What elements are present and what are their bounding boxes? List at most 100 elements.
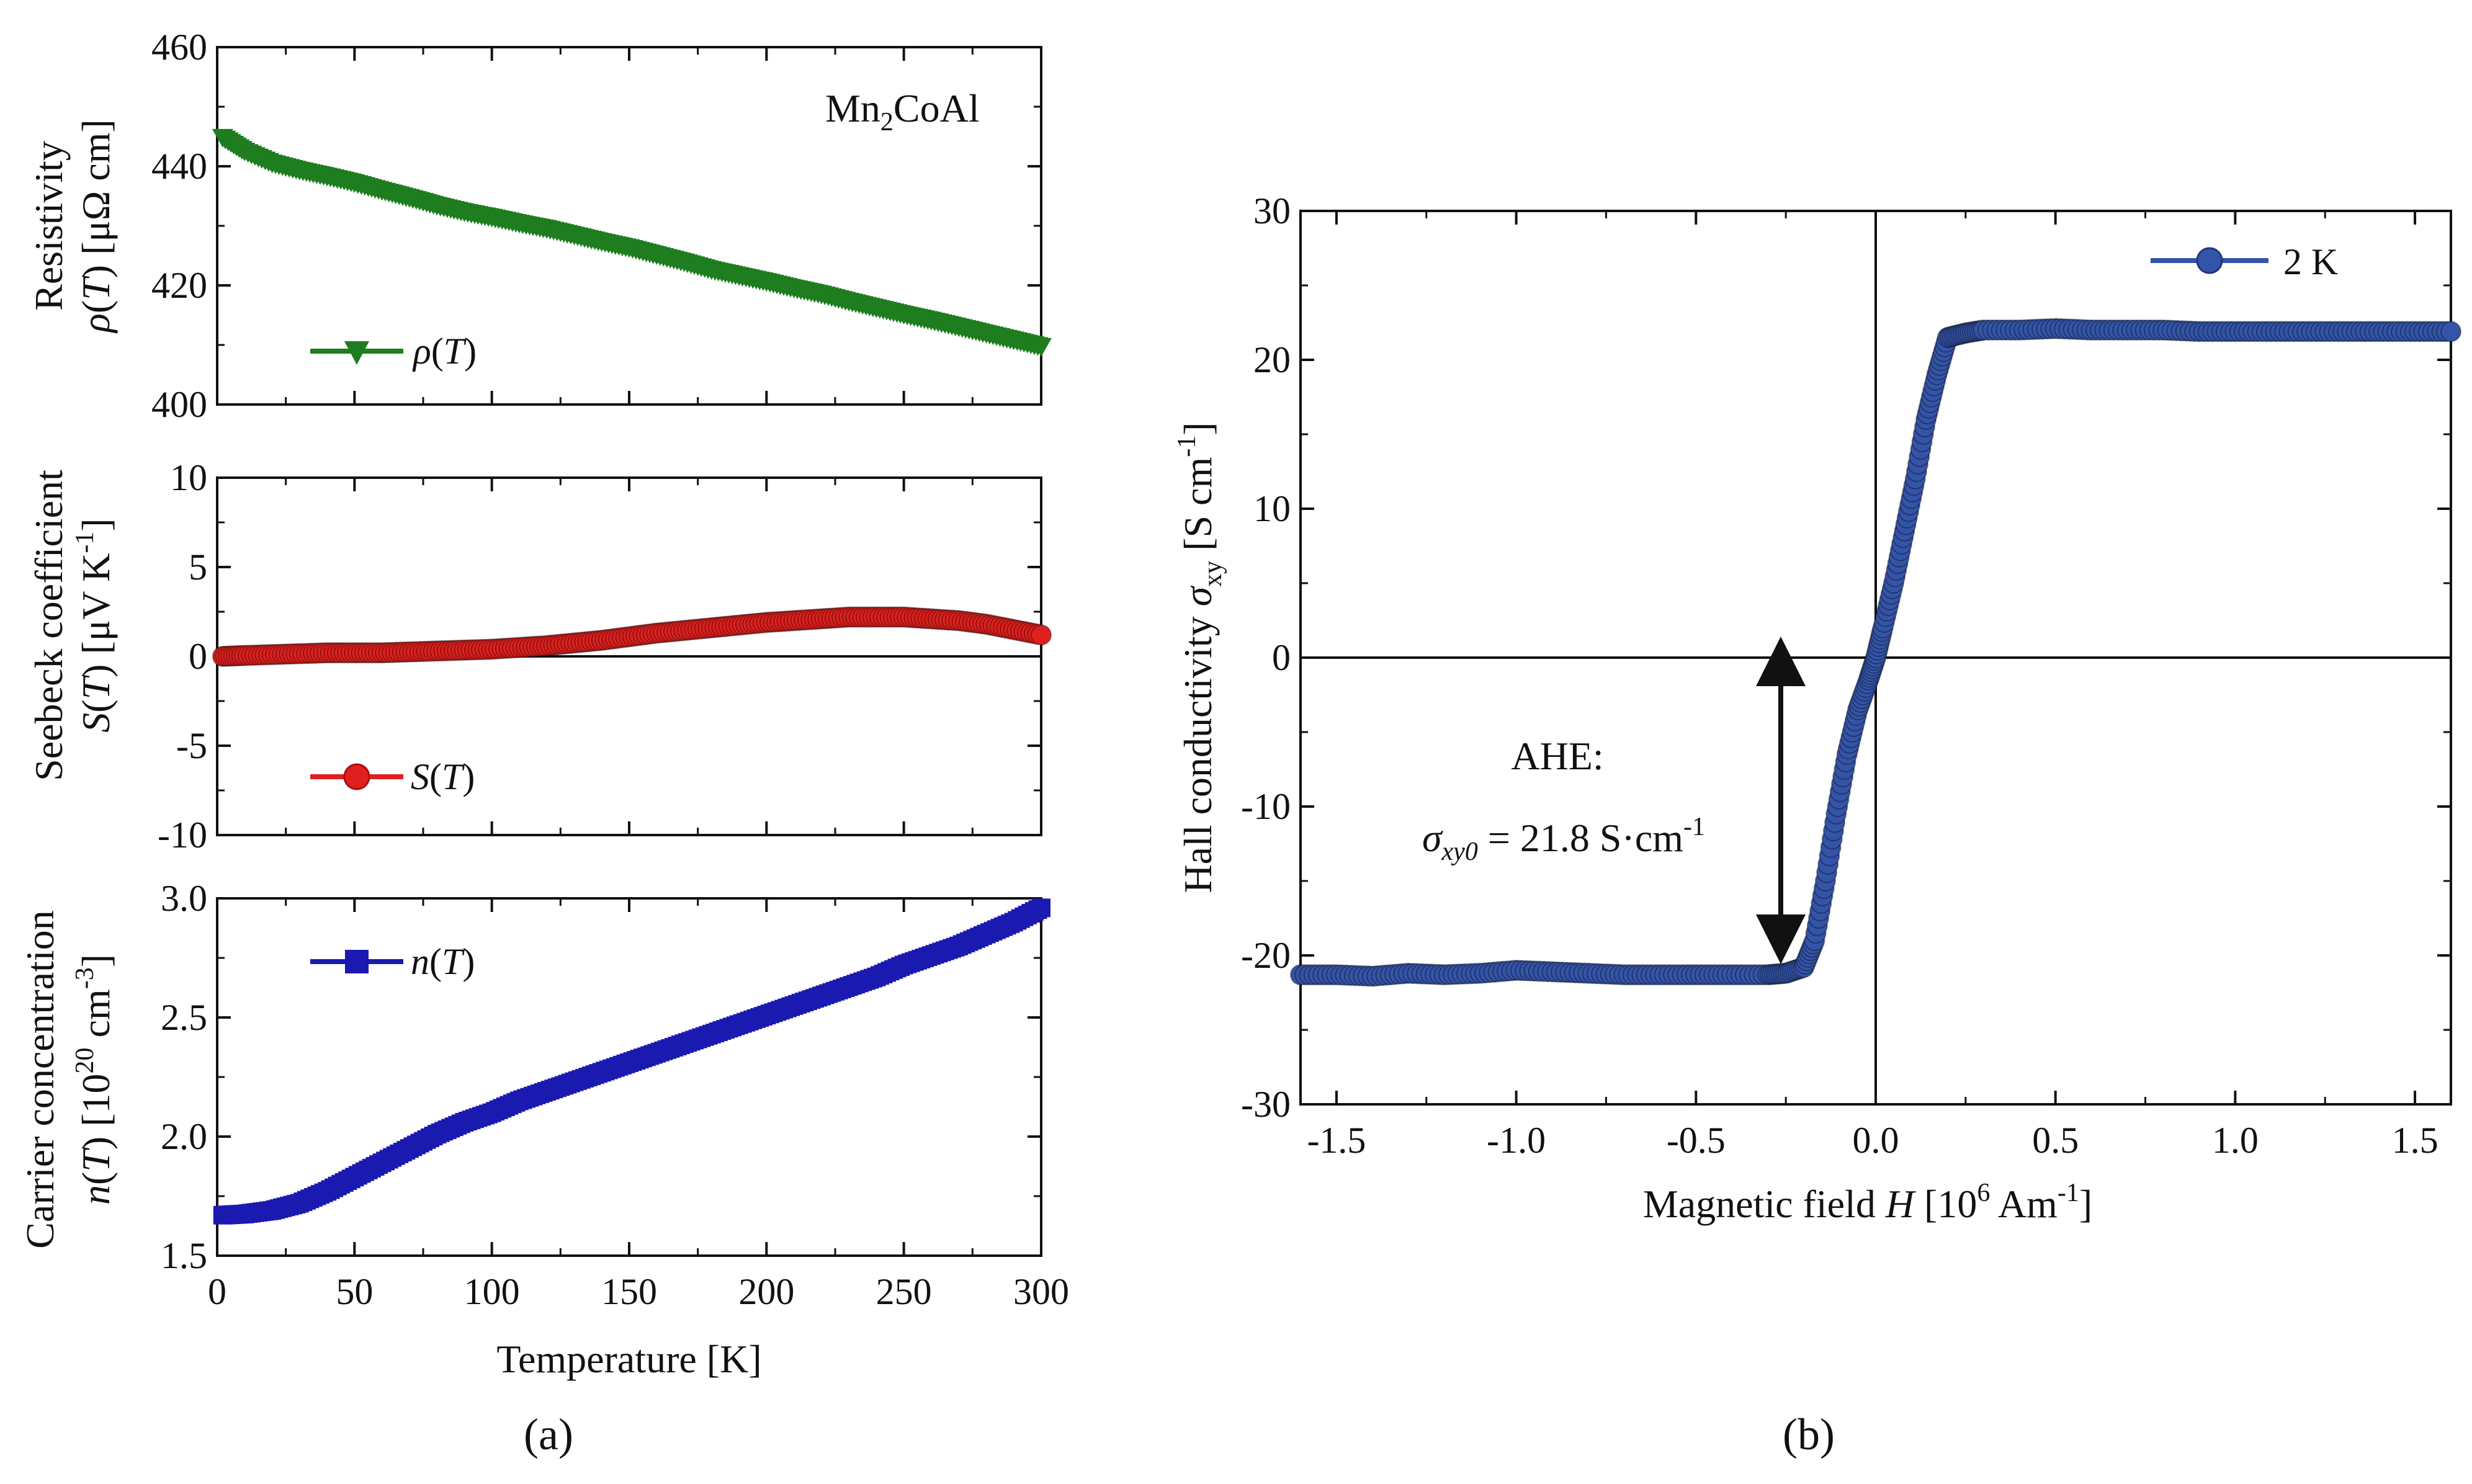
y-axis-label: Seebeck coefficient [27,470,71,781]
resistivity-chart: 400 420 440 460 Mn2CoAl ρ(T) Resistivity ρ(… [27,27,1052,425]
y-axis-label-units: n(T) [1020 cm-3] [71,954,118,1205]
ahe-annotation: AHE: σxy0 = 21.8 S·cm-1 [1422,637,1806,964]
y-tick-label: 440 [151,146,207,187]
y-axis-label: Carrier concentration [18,910,62,1249]
hall-chart: -30 -20 -10 0 10 20 30 -1.5 -1.0 -0.5 0.0 0.5 1.0 1.5… [1173,190,2461,1226]
x-tick-label: 150 [601,1271,657,1312]
y-tick-label: 30 [1253,190,1291,231]
y-tick-label: 3.0 [161,878,207,919]
y-axis-exp: -1 [1173,436,1201,457]
y-tick-label: 5 [189,547,207,588]
legend-rho-symbol: ρ [412,331,431,372]
y-axis-label-units: S(T) [μV K-1] [71,518,118,732]
x-axis-exp: 6 [1977,1179,1990,1207]
legend-s-symbol: S [411,756,429,797]
y-axis-n-t: T [74,1147,118,1172]
x-axis-h: H [1885,1182,1917,1226]
x-axis-amexp: -1 [2058,1179,2079,1207]
material-label-suffix: CoAl [893,86,980,130]
y-tick-label: 0 [1272,637,1291,678]
y-axis-s-close: ] [74,518,118,531]
legend-s-t: T [442,756,465,797]
y-axis-n-exp: 20 [71,1047,99,1073]
legend: n(T) [310,941,475,982]
x-axis-am: Am [1990,1182,2057,1226]
material-label: Mn2CoAl [825,86,980,136]
y-tick-label: -5 [176,725,207,766]
x-tick-label: 300 [1013,1271,1069,1312]
x-tick-label: 250 [876,1271,932,1312]
y-axis-n-close: ] [74,954,118,967]
ahe-exp: -1 [1683,813,1705,841]
x-tick-label: 0.5 [2032,1120,2079,1161]
tick-group: -10 -5 0 5 10 [158,457,1042,856]
y-tick-label: 460 [151,27,207,68]
legend: ρ(T) [310,331,477,372]
y-axis-rho-t: T [74,275,118,300]
y-axis-s: S [74,713,118,733]
y-axis-n-cmexp: -3 [71,967,99,989]
series-group [212,128,1052,357]
data-point [1032,898,1050,918]
series-group [212,606,1052,667]
data-point [2440,321,2461,342]
y-tick-label: 10 [170,457,207,498]
x-tick-label: -1.5 [1307,1120,1366,1161]
y-tick-label: 1.5 [161,1235,207,1276]
legend-rho-t: T [444,331,467,372]
legend-label-rho: ρ(T) [412,331,477,372]
legend-marker-triangle [344,341,369,365]
x-tick-label: -1.0 [1487,1120,1546,1161]
data-point [1031,624,1052,646]
y-tick-label: 2.5 [161,997,207,1038]
x-tick-label: 1.5 [2392,1120,2438,1161]
legend: S(T) [310,756,475,797]
y-axis-units: [S cm [1176,457,1220,561]
y-axis-s-t: T [74,674,118,699]
x-tick-label: 200 [738,1271,794,1312]
panel-label-a: (a) [524,1410,573,1459]
carrier-chart: 1.5 2.0 2.5 3.0 0 50 100 150 200 250 300 n(T) Carr… [18,878,1069,1381]
y-axis-label-units: ρ(T) [μΩ cm] [74,119,118,334]
legend: 2 K [2151,241,2338,282]
y-tick-label: -10 [158,815,207,856]
y-tick-label: 400 [151,384,207,425]
legend-n-symbol: n [411,941,429,982]
x-tick-label: -0.5 [1667,1120,1726,1161]
ahe-eq: = 21.8 S·cm [1478,816,1683,860]
y-tick-label: 420 [151,265,207,306]
y-tick-label: 10 [1253,488,1291,529]
legend-label-n: n(T) [411,941,475,982]
ahe-sigma-sub: xy0 [1441,838,1478,866]
x-axis-label: Temperature [K] [496,1337,761,1381]
legend-marker-square [345,950,369,973]
x-axis-label: Magnetic field H [106 Am-1] [1643,1179,2092,1226]
y-axis-n: n [74,1185,118,1205]
legend-label-2k: 2 K [2283,241,2338,282]
panel-label-b: (b) [1783,1410,1835,1459]
y-axis-rho: ρ [74,313,118,334]
y-tick-label: -30 [1241,1084,1291,1125]
ahe-sigma: σ [1422,816,1443,860]
y-tick-label: 2.0 [161,1116,207,1157]
tick-group: 1.5 2.0 2.5 3.0 0 50 100 150 200 250 300 [161,878,1069,1312]
y-tick-label: 0 [189,636,207,677]
x-tick-label: 0.0 [1853,1120,1899,1161]
x-tick-label: 1.0 [2212,1120,2259,1161]
material-label-subscript: 2 [880,108,893,136]
ahe-title: AHE: [1511,734,1603,778]
y-axis-close: ] [1176,422,1220,435]
y-tick-label: 20 [1253,339,1291,380]
legend-label-s: S(T) [411,756,475,797]
y-axis-sigma-sub: xy [1199,561,1227,587]
series-group [213,898,1050,1225]
y-tick-label: -20 [1241,935,1291,976]
seebeck-chart: -10 -5 0 5 10 S(T) Seebeck coefficient S(T) … [27,457,1052,856]
legend-n-t: T [442,941,465,982]
y-axis-label: Hall conductivity σxy [S cm-1] [1173,422,1227,893]
y-axis-sigma: σ [1176,585,1220,606]
y-axis-label: Resistivity [27,141,71,311]
x-axis-close: ] [2079,1182,2092,1226]
y-axis-n-cm: cm [74,989,118,1047]
